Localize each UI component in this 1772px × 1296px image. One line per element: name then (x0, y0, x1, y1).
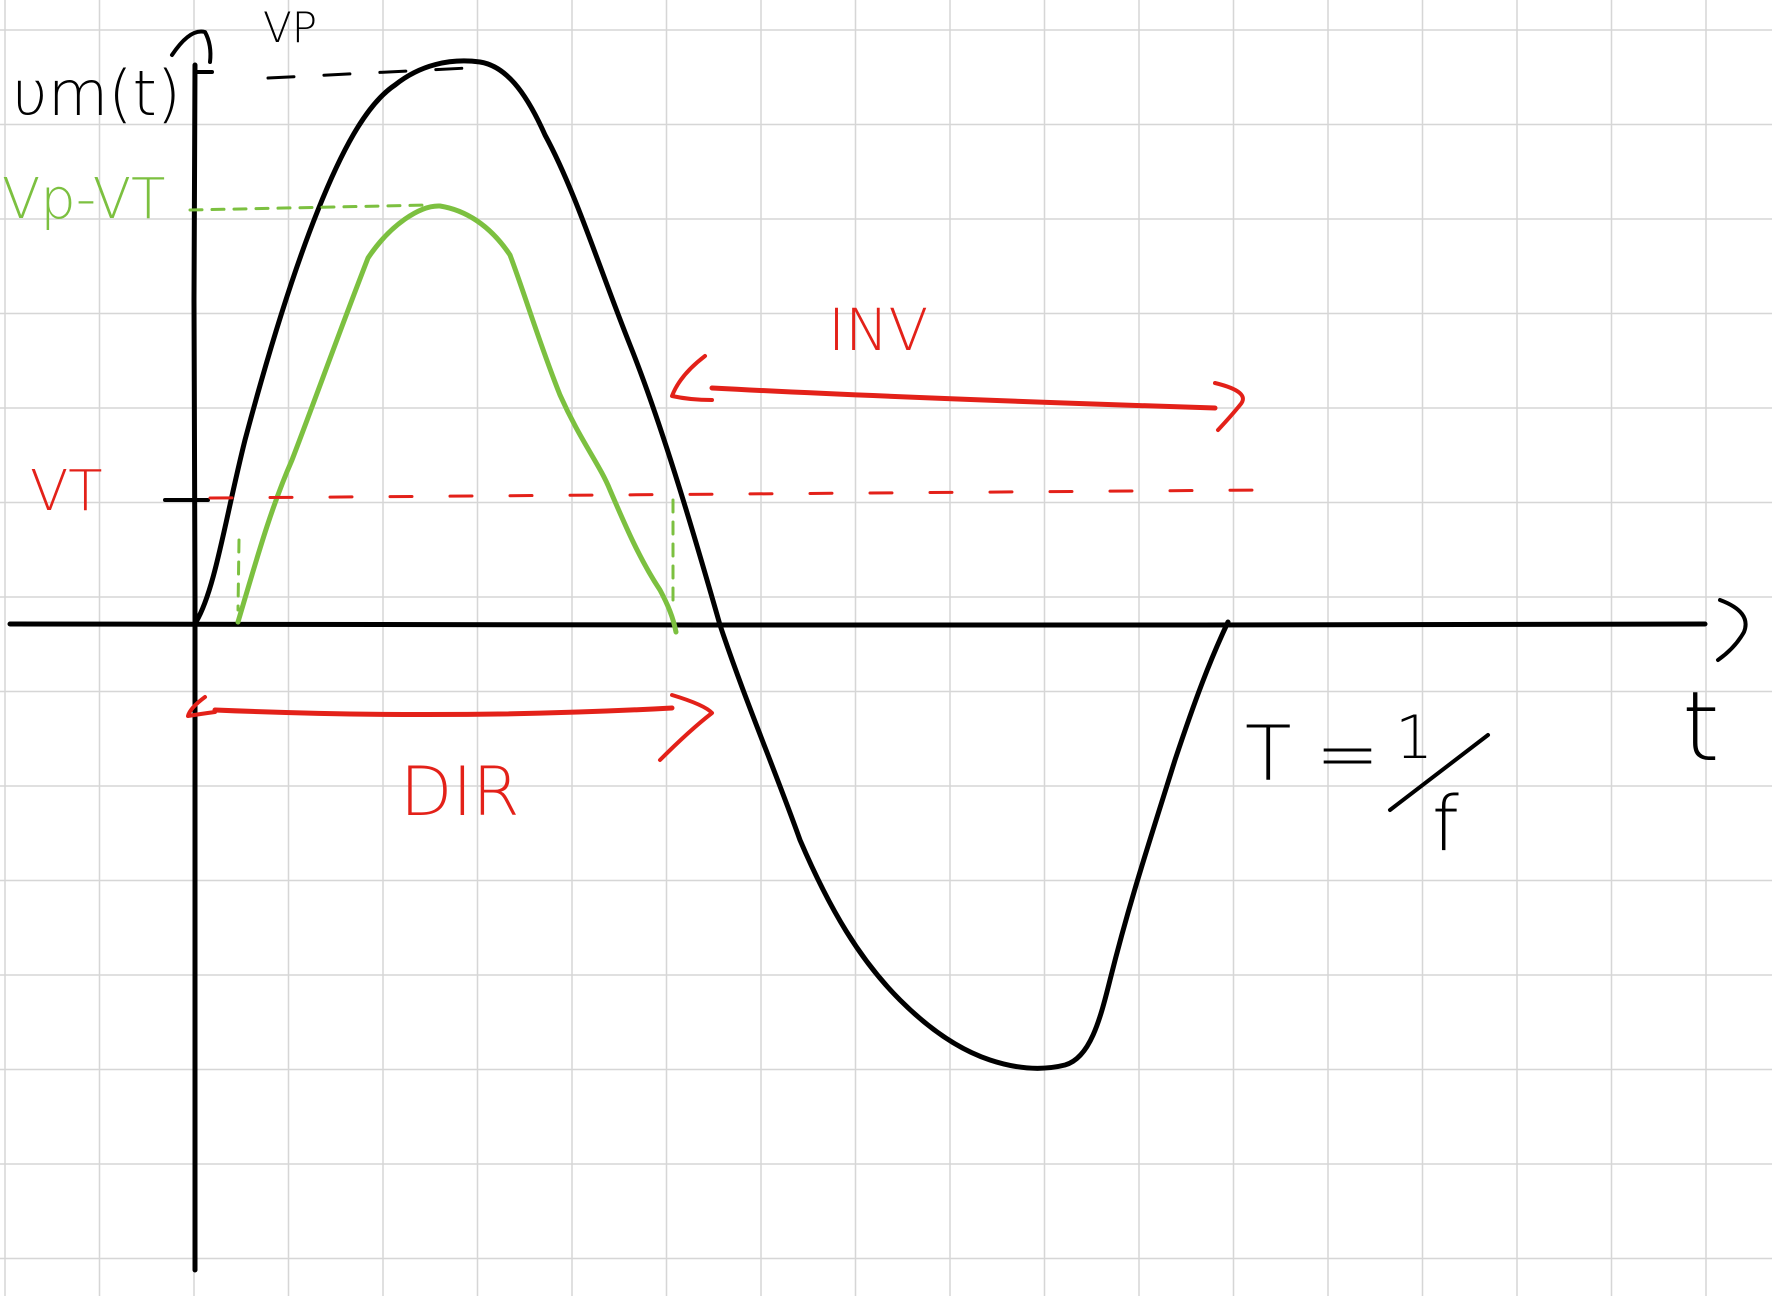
vp-minus-vt-dashed-line (188, 203, 432, 212)
output-waveform (235, 203, 679, 635)
y-axis-line (191, 62, 198, 1273)
axes (7, 29, 1748, 1273)
labels: υm(t) VP Vp-VT VT INV DIR t T = 1 f (2, 3, 1720, 868)
inv-arrow-shaft (709, 385, 1218, 411)
x-axis-label: t (1682, 671, 1720, 783)
vp-label: VP (263, 3, 317, 52)
left-vertical-dashed (236, 538, 241, 612)
period-label-lhs: T = (1245, 709, 1379, 798)
y-axis-arrowhead (170, 29, 213, 64)
period-fraction-slash (1388, 733, 1490, 812)
vt-dashed-line (208, 488, 1267, 500)
vp-dashed-line (266, 66, 470, 80)
dir-arrow-right-head (658, 693, 714, 762)
x-axis-line (7, 621, 1708, 628)
y-axis-label: υm(t) (12, 57, 181, 130)
input-sinusoid (193, 58, 1231, 1071)
x-axis-arrowhead (1716, 598, 1748, 662)
vt-label: VT (30, 459, 103, 524)
dir-arrow-left-head (186, 695, 217, 718)
period-denominator: f (1432, 779, 1459, 868)
period-numerator: 1 (1395, 703, 1433, 773)
inv-label: INV (828, 296, 928, 364)
inv-arrow-right-head (1213, 381, 1245, 432)
output-guides (188, 203, 675, 612)
dir-arrow-shaft (212, 705, 675, 718)
vp-minus-vt-label: Vp-VT (2, 167, 165, 232)
inv-arrow-left-head (670, 354, 714, 402)
threshold-annotations (186, 354, 1267, 762)
dir-label: DIR (400, 753, 520, 832)
